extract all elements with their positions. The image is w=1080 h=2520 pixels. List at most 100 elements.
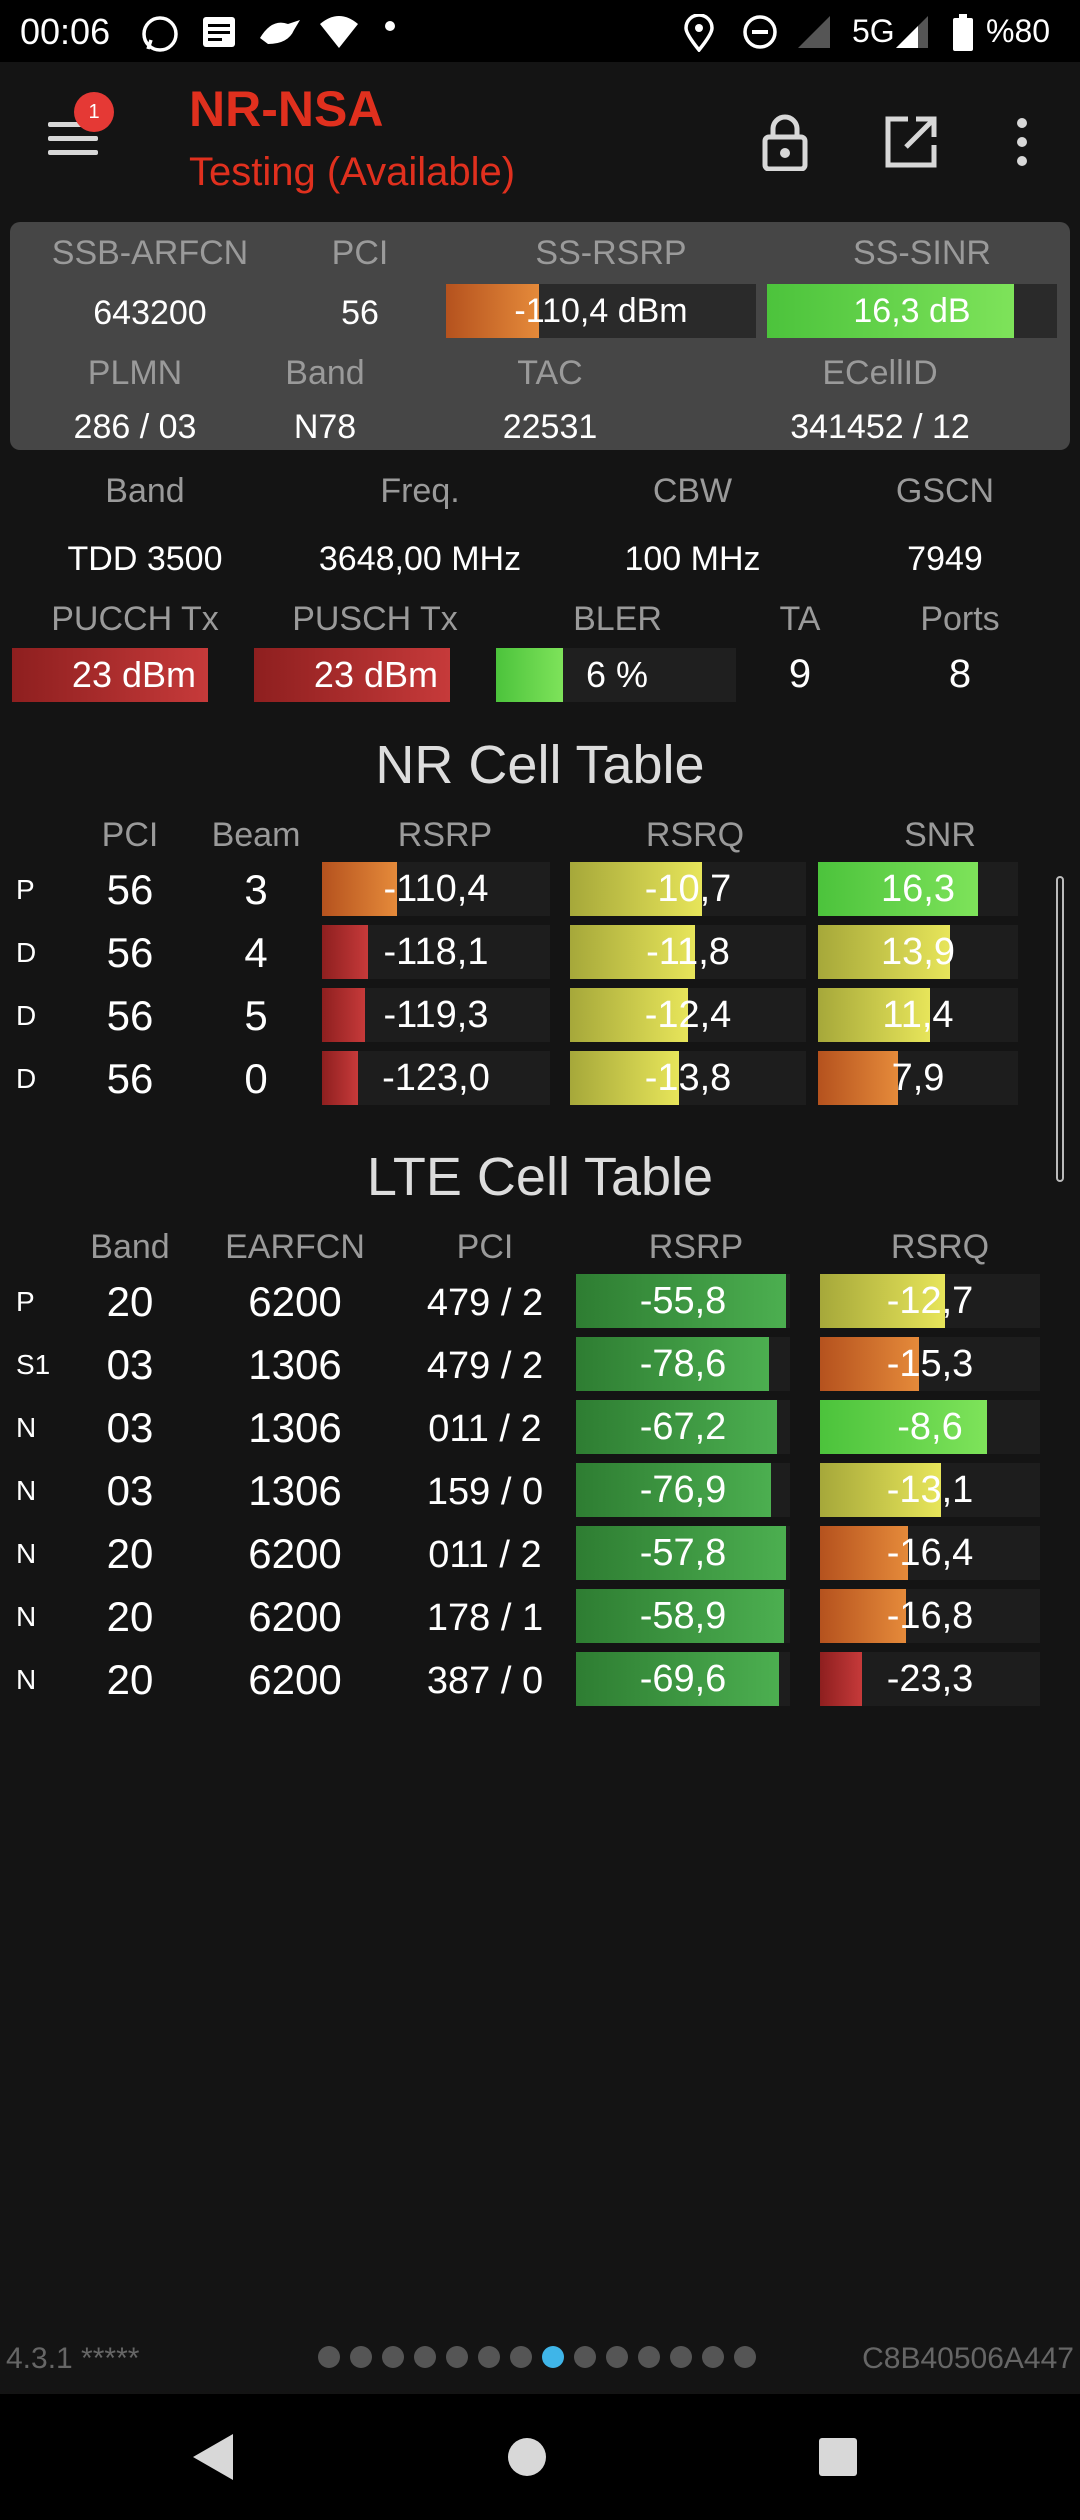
page-dot[interactable] — [542, 2346, 564, 2368]
share-button[interactable] — [871, 102, 951, 182]
nr-row-type: D — [16, 1000, 37, 1031]
nr-row-snr-meter: 13,9 — [818, 925, 1018, 979]
lte-row-earfcn: 6200 — [248, 1278, 342, 1325]
status-bar: 00:06 5G %80 — [0, 0, 1080, 62]
bler-label: BLER — [573, 600, 662, 638]
dnd-icon — [742, 14, 778, 50]
page-dot[interactable] — [446, 2346, 468, 2368]
lte-row-rsrq-fill — [820, 1274, 946, 1328]
pusch-meter: 23 dBm — [254, 648, 450, 702]
nr-header-rsrp: RSRP — [397, 816, 493, 854]
lte-row-band: 20 — [106, 1278, 154, 1325]
lte-row-rsrq-fill — [820, 1589, 906, 1643]
page-dot[interactable] — [382, 2346, 404, 2368]
lte-row-rsrq-fill — [820, 1652, 862, 1706]
lte-row-rsrq-meter: -23,3 — [820, 1652, 1040, 1706]
lte-row-rsrp-fill — [576, 1652, 780, 1706]
lte-row-rsrp-fill — [576, 1337, 769, 1391]
lte-row-earfcn: 1306 — [248, 1341, 342, 1388]
lte-row-rsrp-meter: -57,8 — [576, 1526, 790, 1580]
lte-row-type: N — [16, 1601, 37, 1632]
nr-row-snr: 16,3 — [881, 867, 955, 910]
lte-row-rsrq: -16,4 — [886, 1531, 974, 1574]
cbw-value: 100 MHz — [624, 540, 761, 578]
page-dot[interactable] — [318, 2346, 340, 2368]
lte-row-rsrp-fill — [576, 1526, 786, 1580]
lte-row-band: 03 — [106, 1467, 154, 1514]
ecellid-value: 341452 / 12 — [790, 408, 970, 446]
serving-cell-card: SSB-ARFCN PCI SS-RSRP SS-SINR 643200 56 … — [10, 222, 1070, 450]
location-icon — [684, 14, 714, 52]
nr-row-pci: 56 — [106, 992, 154, 1039]
home-button[interactable] — [492, 2422, 562, 2492]
overflow-menu-button[interactable] — [982, 102, 1062, 182]
app-title: NR-NSA — [189, 81, 384, 137]
lte-row-band: 20 — [106, 1530, 154, 1577]
lte-row-pci: 011 / 2 — [428, 1534, 542, 1576]
lte-row-type: N — [16, 1475, 37, 1506]
lte-row-rsrq-fill — [820, 1400, 988, 1454]
page-dot[interactable] — [510, 2346, 532, 2368]
arfcn-value: 643200 — [93, 294, 207, 332]
bird-icon — [258, 14, 302, 50]
sinr-label: SS-SINR — [853, 234, 991, 272]
nr-table-title: NR Cell Table — [375, 735, 705, 795]
device-id: C8B40506A447 — [862, 2342, 1074, 2375]
lte-row-type: P — [16, 1286, 35, 1317]
nr-row-rsrq: -13,8 — [644, 1056, 732, 1099]
gscn-label: GSCN — [895, 472, 995, 510]
ports-label: Ports — [920, 600, 1000, 638]
lte-row-type: S1 — [16, 1349, 51, 1380]
notification-badge: 1 — [74, 92, 114, 132]
nr-row-rsrp-meter: -110,4 — [322, 862, 550, 916]
battery-level: %80 — [986, 13, 1051, 49]
bler-meter: 6 % — [496, 648, 736, 702]
page-dot[interactable] — [350, 2346, 372, 2368]
lte-row-rsrp-meter: -69,6 — [576, 1652, 790, 1706]
page-dot[interactable] — [606, 2346, 628, 2368]
nr-row-rsrp: -123,0 — [382, 1056, 490, 1099]
menu-button[interactable] — [42, 110, 102, 170]
plmn-value: 286 / 03 — [73, 408, 197, 446]
lock-button[interactable] — [745, 102, 825, 182]
sinr-meter-fill — [767, 284, 1014, 338]
back-button[interactable] — [178, 2422, 248, 2492]
page-dot[interactable] — [478, 2346, 500, 2368]
nr-row-type: D — [16, 937, 37, 968]
network-type: 5G — [852, 13, 895, 49]
menu-icon-bar — [48, 136, 98, 141]
lte-row-earfcn: 6200 — [248, 1593, 342, 1640]
lte-row-rsrq-meter: -12,7 — [820, 1274, 1040, 1328]
cbw-label: CBW — [652, 472, 733, 510]
nr-row-rsrp-fill — [322, 862, 398, 916]
lte-row-rsrp: -69,6 — [639, 1657, 727, 1700]
lte-row-type: N — [16, 1664, 37, 1695]
freq-value: 3648,00 MHz — [318, 540, 522, 578]
nr-header-rsrq: RSRQ — [645, 816, 745, 854]
page-dot[interactable] — [414, 2346, 436, 2368]
lte-row-rsrp: -76,9 — [639, 1468, 727, 1511]
page-dot[interactable] — [638, 2346, 660, 2368]
lte-row-rsrp-fill — [576, 1400, 778, 1454]
pusch-meter-fill — [254, 648, 450, 702]
rsrp-label: SS-RSRP — [535, 234, 687, 272]
lte-row-earfcn: 1306 — [248, 1467, 342, 1514]
lte-row-earfcn: 6200 — [248, 1530, 342, 1577]
nr-row-rsrp-fill — [322, 925, 368, 979]
lte-row-rsrq-meter: -16,8 — [820, 1589, 1040, 1643]
lte-row-rsrq: -16,8 — [886, 1594, 974, 1637]
tac-value: 22531 — [502, 408, 598, 446]
recents-button[interactable] — [803, 2422, 873, 2492]
page-indicator[interactable] — [318, 2346, 756, 2368]
page-dot[interactable] — [670, 2346, 692, 2368]
signal-icon — [796, 14, 832, 50]
page-dot[interactable] — [702, 2346, 724, 2368]
page-dot[interactable] — [734, 2346, 756, 2368]
message-icon — [200, 14, 238, 50]
pucch-label: PUCCH Tx — [51, 600, 219, 638]
scrollbar[interactable] — [1056, 876, 1064, 1182]
band-label: Band — [105, 472, 185, 510]
app-bar: 1 NR-NSA Testing (Available) — [0, 62, 1080, 220]
page-dot[interactable] — [574, 2346, 596, 2368]
nr-row-type: P — [16, 874, 35, 905]
